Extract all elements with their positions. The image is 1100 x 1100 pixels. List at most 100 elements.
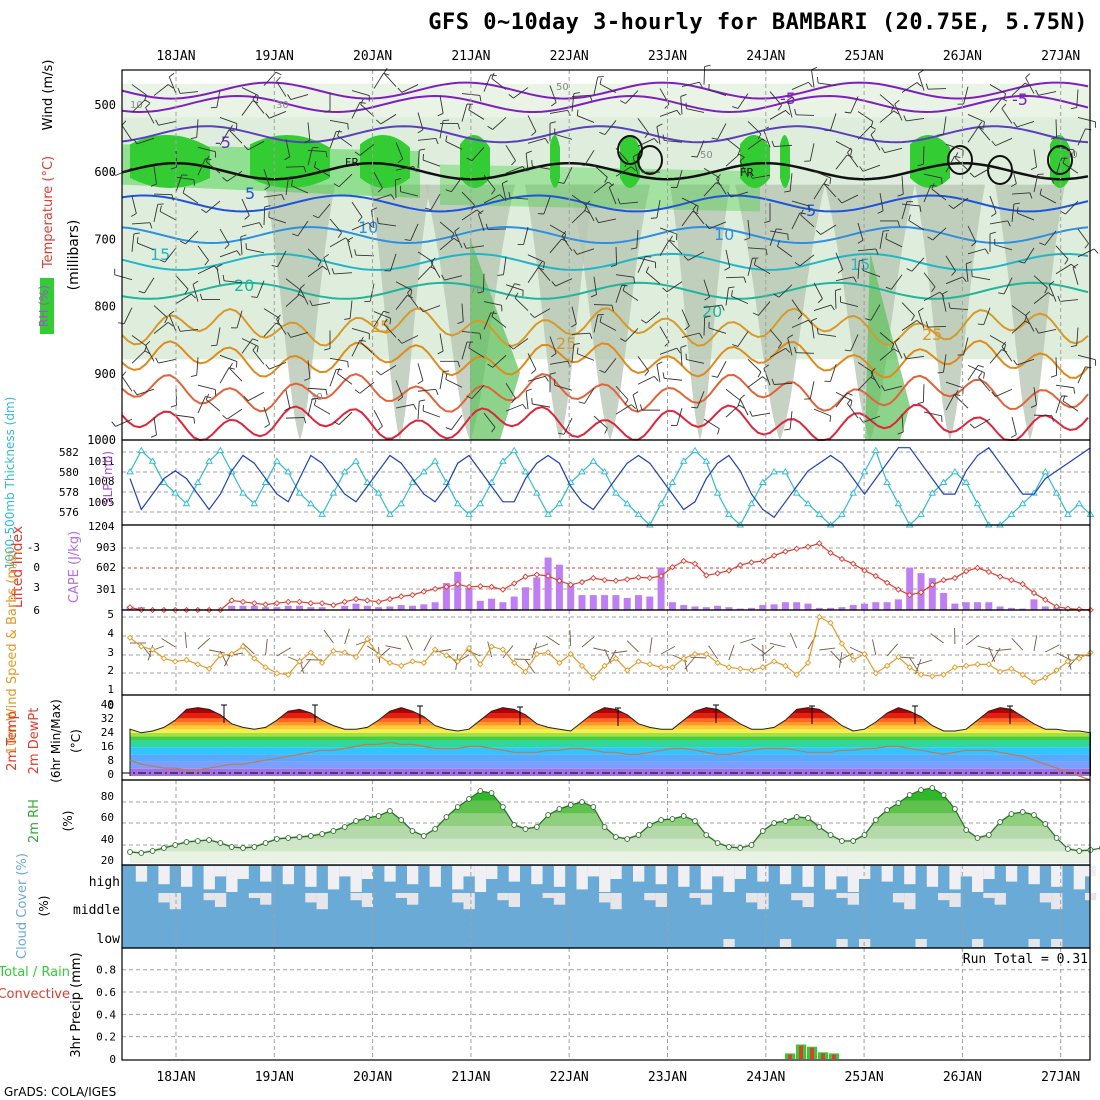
y-tick-label: 602	[96, 561, 116, 574]
wind-barb	[593, 164, 608, 178]
wind-barb-feather	[240, 234, 247, 238]
cloud-gap	[734, 866, 746, 879]
wind-barb-feather	[276, 314, 281, 320]
wind-barb	[395, 403, 414, 409]
wind-speed-series-point	[172, 658, 179, 665]
wind-barb	[965, 263, 969, 282]
wind-barb	[145, 107, 155, 124]
x-tick-label: 24JAN	[746, 49, 785, 64]
wind-barb	[762, 644, 764, 662]
wind-barb	[246, 248, 265, 254]
wind-barb	[830, 650, 843, 663]
y-tick-label: 6	[33, 604, 40, 617]
wind-barb	[847, 152, 859, 168]
wind-barb	[505, 403, 523, 412]
wind-barb-feather	[499, 194, 505, 200]
wind-barb-feather	[743, 276, 747, 283]
wind-barb-feather	[347, 361, 349, 368]
cloud-gap	[960, 866, 972, 877]
wind-barb-feather	[850, 400, 853, 407]
wind-barb-feather	[808, 81, 813, 88]
wind-barb-feather	[983, 372, 985, 379]
wind-speed-series-point	[296, 658, 303, 665]
wind-barb-feather	[794, 108, 797, 115]
wind-barb	[241, 222, 260, 228]
wind-barb	[604, 120, 617, 135]
wind-barb	[906, 355, 925, 360]
wind-barb-feather	[727, 191, 732, 198]
wind-barb-feather	[1039, 242, 1046, 246]
wind-barb-feather	[599, 369, 606, 373]
cape-bar	[363, 605, 371, 610]
cloud-gap	[1085, 866, 1097, 877]
wind-barb	[686, 108, 705, 113]
footer-text: GrADS: COLA/IGES	[4, 1085, 116, 1099]
cloud-gap	[486, 866, 498, 879]
wind-barb	[417, 266, 431, 281]
wind-speed-series-point	[511, 659, 518, 667]
wind-barb	[703, 66, 706, 85]
wind-barb-feather	[450, 233, 455, 240]
cloud-gap	[757, 866, 769, 882]
thickness-series-point	[171, 489, 179, 496]
cloud-gap	[531, 866, 543, 885]
wind-barb-feather	[917, 163, 924, 167]
cape-bar	[250, 605, 258, 610]
wind-barb-feather	[264, 423, 270, 428]
wind-speed-series-point	[160, 655, 168, 662]
cloud-gap	[859, 939, 871, 947]
cape-bar	[894, 599, 902, 610]
wind-barb	[226, 408, 243, 420]
wind-barb	[813, 304, 832, 312]
cloud-gap	[226, 866, 238, 892]
wind-barb	[1048, 284, 1057, 302]
wind-barb-feather	[844, 349, 851, 352]
rh-series-point	[138, 850, 145, 856]
wind-barb	[584, 150, 595, 166]
isotherm-label: 10	[714, 225, 734, 244]
rh-contour-label: 30	[310, 392, 323, 403]
thickness-series-point	[578, 468, 586, 475]
wind-barb-feather	[1084, 243, 1089, 249]
wind-barb	[787, 99, 793, 118]
isotherm-label: -5	[215, 133, 231, 152]
wind-barb-feather	[630, 247, 637, 250]
wind-barb	[927, 88, 947, 90]
cape-bar	[951, 603, 959, 610]
cape-bar	[748, 607, 755, 610]
wind-barb	[593, 647, 609, 653]
wind-barb	[717, 361, 727, 378]
wind-barb	[180, 91, 199, 94]
wind-barb-feather	[1039, 188, 1042, 195]
cloud-gap	[689, 893, 701, 898]
wind-barb	[532, 643, 549, 650]
y-axis-title: (%)	[61, 811, 75, 832]
wind-barb-feather	[903, 353, 907, 360]
rh-series-point	[375, 813, 382, 819]
temp-band	[130, 747, 1090, 755]
wind-barb	[175, 387, 178, 406]
cloud-gap	[1051, 893, 1063, 910]
wind-barb-feather	[978, 121, 983, 127]
wind-barb	[549, 109, 568, 114]
wind-barb-feather	[281, 194, 285, 201]
temp-band	[130, 718, 1090, 722]
wind-barb-feather	[739, 156, 745, 162]
wind-barb	[137, 242, 155, 251]
wind-barb-feather	[576, 347, 579, 354]
rh-series-point	[172, 842, 179, 848]
thickness-series-point	[849, 489, 857, 496]
wind-barb	[337, 373, 353, 385]
wind-barb	[1033, 414, 1053, 417]
wind-barb-feather	[287, 332, 292, 338]
wind-barb	[769, 228, 777, 246]
isotherm-line	[121, 403, 1089, 442]
cloud-gap	[463, 893, 475, 910]
thickness-series-point	[148, 457, 157, 464]
wind-barb	[737, 93, 749, 109]
wind-barb-feather	[275, 71, 282, 76]
wind-barb	[615, 148, 629, 162]
thickness-series-point	[216, 446, 225, 454]
wind-speed-series-point	[330, 647, 337, 655]
rh-series-point	[330, 828, 337, 834]
